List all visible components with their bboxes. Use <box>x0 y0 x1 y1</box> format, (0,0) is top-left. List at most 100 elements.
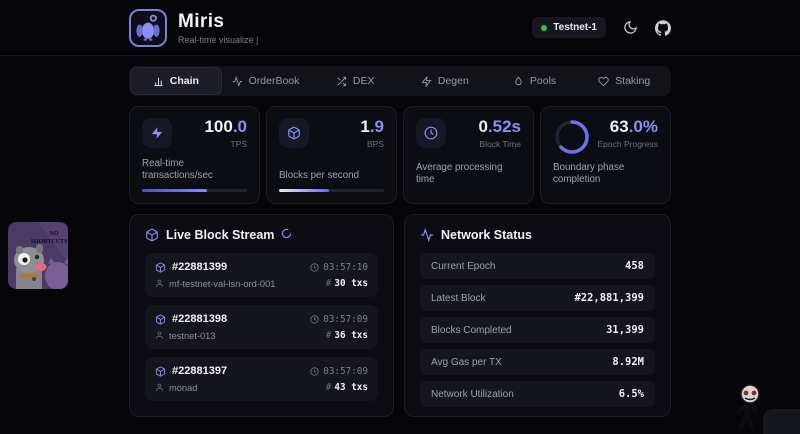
bar-chart-icon <box>154 77 163 86</box>
corner-panel <box>763 409 800 434</box>
activity-icon <box>421 228 433 242</box>
tab-bar: Chain OrderBook DEX Degen Pools Staking <box>129 66 671 96</box>
person-icon <box>156 279 163 287</box>
person-icon <box>156 383 163 391</box>
tab-dex[interactable]: DEX <box>310 68 400 94</box>
app-subtitle: Real-time visualize | <box>178 34 259 45</box>
clock-icon <box>310 314 319 324</box>
heart-icon <box>598 76 609 86</box>
panel-title: Live Block Stream <box>166 228 275 242</box>
hash-icon: # <box>325 382 332 393</box>
tps-description: Real-time transactions/sec <box>142 157 213 181</box>
logo-creature-icon <box>136 14 160 41</box>
no-shortcuts-sticker: NO SHORTCUTS <box>8 222 68 289</box>
clock-icon <box>416 118 446 148</box>
tab-label: Chain <box>169 75 199 87</box>
person-icon <box>156 331 163 339</box>
status-value: 31,399 <box>606 324 644 336</box>
status-list: Current Epoch 458 Latest Block #22,881,3… <box>420 253 655 407</box>
github-icon <box>655 19 671 36</box>
status-label: Current Epoch <box>431 260 496 272</box>
status-row: Current Epoch 458 <box>420 253 655 279</box>
tab-label: OrderBook <box>248 75 300 87</box>
dog-cat-sticker-image: NO SHORTCUTS <box>8 222 68 289</box>
tab-label: Staking <box>615 75 651 87</box>
tps-value: 100.0 <box>204 117 247 136</box>
block-timestamp: 03:57:09 <box>310 314 368 325</box>
box-icon <box>146 228 158 242</box>
bps-description: Blocks per second <box>279 169 360 181</box>
bps-value: 1.9 <box>360 117 384 136</box>
status-value: #22,881,399 <box>574 292 644 304</box>
clock-icon <box>310 262 319 272</box>
tab-orderbook[interactable]: OrderBook <box>221 68 311 94</box>
block-number: #22881399 <box>172 261 228 273</box>
hash-icon: # <box>325 330 332 341</box>
moon-icon <box>624 21 637 34</box>
stat-card-block-time: 0.52s Block Time Average processing time <box>403 106 534 204</box>
status-row: Blocks Completed 31,399 <box>420 317 655 343</box>
network-badge[interactable]: Testnet-1 <box>532 17 606 38</box>
zap-icon <box>142 118 172 148</box>
block-tx-count: #30 txs <box>325 278 368 289</box>
stat-card-epoch: 63.0% Epoch Progress Boundary phase comp… <box>540 106 671 204</box>
app-title: Miris <box>178 10 225 32</box>
block-timestamp: 03:57:09 <box>310 366 368 377</box>
status-label: Avg Gas per TX <box>431 356 502 368</box>
epoch-description: Boundary phase completion <box>553 161 625 185</box>
stat-card-bps: 1.9 BPS Blocks per second <box>266 106 397 204</box>
status-label: Network Utilization <box>431 388 514 400</box>
stats-row: 100.0 TPS Real-time transactions/sec 1.9… <box>129 106 671 204</box>
bps-unit: BPS <box>366 138 384 149</box>
box-icon <box>279 118 309 148</box>
status-label: Latest Block <box>431 292 486 304</box>
epoch-unit: Epoch Progress <box>597 138 658 149</box>
tps-progress-bar <box>142 189 247 192</box>
status-label: Blocks Completed <box>431 324 512 336</box>
activity-icon <box>232 75 242 87</box>
block-tx-count: #43 txs <box>325 382 368 393</box>
tab-degen[interactable]: Degen <box>400 68 490 94</box>
block-time-description: Average processing time <box>416 161 503 185</box>
bps-progress-bar <box>279 189 384 192</box>
svg-text:SHORTCUTS: SHORTCUTS <box>31 239 68 245</box>
block-row: #22881399 03:57:10 mf-testnet-val-lsn-or… <box>145 253 378 297</box>
hash-icon: # <box>325 278 332 289</box>
panel-title: Network Status <box>441 228 532 242</box>
block-number: #22881398 <box>172 313 228 325</box>
block-number: #22881397 <box>172 365 228 377</box>
block-row: #22881398 03:57:09 testnet-013 #36 txs <box>145 305 378 349</box>
svg-text:NO: NO <box>50 231 59 237</box>
block-time-unit: Block Time <box>479 138 521 149</box>
box-icon <box>155 313 166 325</box>
tab-staking[interactable]: Staking <box>579 68 669 94</box>
block-time-value: 0.52s <box>478 117 521 136</box>
app-logo[interactable] <box>129 8 167 47</box>
shuffle-icon <box>337 76 346 86</box>
app-header: Miris Real-time visualize | Testnet-1 <box>0 0 800 56</box>
block-timestamp: 03:57:10 <box>310 262 368 273</box>
tps-unit: TPS <box>230 138 247 149</box>
theme-toggle-button[interactable] <box>623 20 638 35</box>
clock-icon <box>310 366 319 376</box>
skeleton-character-image <box>731 383 769 431</box>
epoch-value: 63.0% <box>609 117 658 136</box>
droplet-icon <box>515 76 522 85</box>
block-tx-count: #36 txs <box>325 330 368 341</box>
status-row: Network Utilization 6.5% <box>420 381 655 407</box>
spinner-icon <box>281 228 292 242</box>
tab-pools[interactable]: Pools <box>490 68 580 94</box>
github-button[interactable] <box>655 19 671 36</box>
block-list: #22881399 03:57:10 mf-testnet-val-lsn-or… <box>145 253 378 401</box>
network-badge-label: Testnet-1 <box>553 22 597 33</box>
block-validator: testnet-013 <box>155 331 216 341</box>
status-dot-icon <box>541 24 548 31</box>
status-row: Avg Gas per TX 8.92M <box>420 349 655 375</box>
box-icon <box>155 365 166 377</box>
status-value: 8.92M <box>612 356 644 368</box>
block-validator: mf-testnet-val-lsn-ord-001 <box>155 279 275 289</box>
stat-card-tps: 100.0 TPS Real-time transactions/sec <box>129 106 260 204</box>
network-status-panel: Network Status Current Epoch 458 Latest … <box>404 214 671 417</box>
tab-chain[interactable]: Chain <box>131 68 221 94</box>
tab-label: Pools <box>529 75 557 87</box>
